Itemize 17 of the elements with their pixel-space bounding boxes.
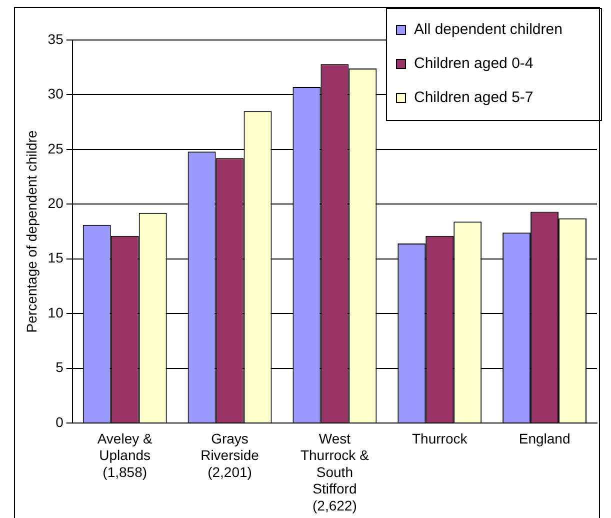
x-tick-label: Aveley & Uplands (1,858) [97,430,153,480]
y-tick-label: 0 [56,414,64,430]
legend-label: Children aged 5-7 [414,89,534,106]
x-tick-label: England [518,430,570,446]
y-tick-label: 35 [48,30,64,47]
y-tick-label: 10 [48,304,64,320]
y-tick-label: 15 [48,250,64,266]
y-tick-label: 5 [56,359,64,376]
y-tick-label: 25 [48,140,64,156]
y-tick-label: 30 [48,86,64,102]
x-tick-label: West Thurrock & South Stifford (2,622) [300,430,370,514]
legend-label: Children aged 0-4 [414,55,534,72]
y-axis-title: Percentage of dependent childre [23,130,40,333]
legend-label: All dependent children [414,21,562,38]
x-tick-label: Grays Riverside (2,201) [200,430,260,480]
y-tick-label: 20 [48,195,64,211]
x-tick-label: Thurrock [412,430,468,446]
